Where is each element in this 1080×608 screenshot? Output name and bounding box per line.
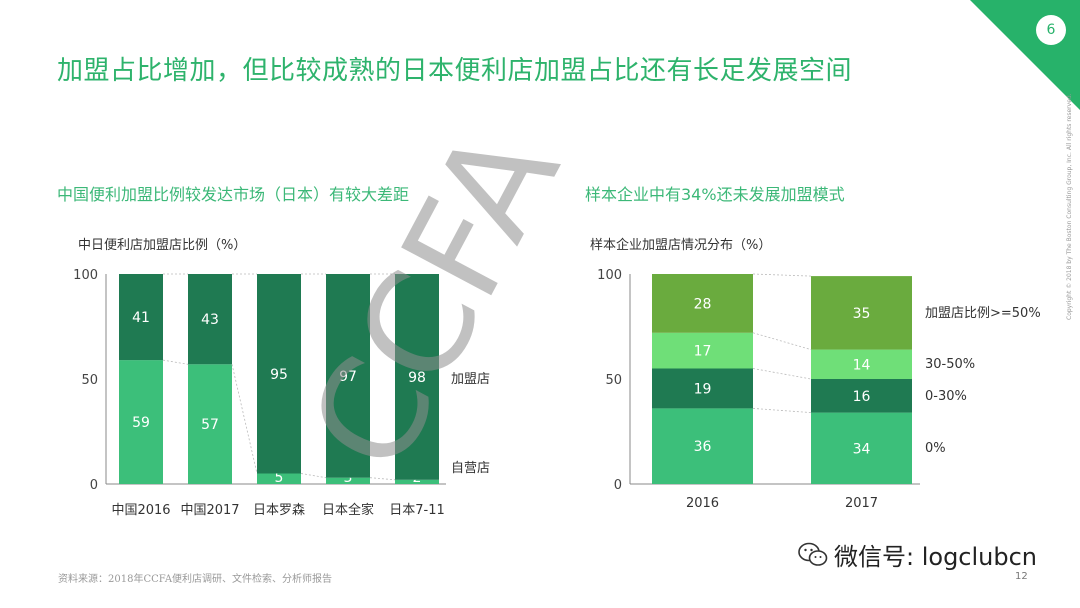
data-label: 36 (694, 439, 712, 455)
data-label: 41 (132, 310, 150, 326)
data-label: 43 (201, 312, 219, 328)
bar-segment (188, 364, 232, 484)
bar-segment (652, 332, 753, 369)
series-label: 30-50% (925, 357, 975, 372)
bar-segment (811, 412, 912, 484)
x-tick-label: 2016 (686, 496, 719, 511)
bar-segment (119, 360, 163, 484)
y-tick-label: 50 (605, 373, 622, 388)
x-tick-label: 中国2017 (180, 503, 239, 518)
bar-segment (326, 274, 370, 478)
left-subtitle: 中国便利加盟比例较发达市场（日本）有较大差距 (57, 185, 410, 204)
x-tick-label: 日本7-11 (389, 503, 445, 518)
data-label: 95 (270, 367, 288, 383)
connector-line (752, 368, 812, 380)
x-tick-label: 日本全家 (322, 502, 374, 518)
bar-segment (119, 274, 163, 361)
x-tick-label: 日本罗森 (253, 503, 305, 518)
connector-line (231, 364, 258, 474)
data-label: 98 (408, 370, 426, 386)
data-label: 34 (853, 441, 871, 457)
bar-segment (811, 349, 912, 379)
source-note: 资料来源：2018年CCFA便利店调研、文件检索、分析师报告 (58, 574, 333, 585)
page-badge: 6 (1036, 15, 1066, 45)
bar-segment (811, 276, 912, 350)
bar-segment (188, 274, 232, 365)
data-label: 28 (694, 296, 712, 312)
data-label: 97 (339, 369, 357, 385)
series-label: 加盟店比例>=50% (925, 306, 1041, 321)
data-label: 17 (694, 344, 712, 360)
y-tick-label: 50 (81, 373, 98, 388)
page-number: 12 (1015, 571, 1028, 582)
bar-segment (652, 408, 753, 484)
bar-segment (257, 473, 301, 484)
connector-line (752, 332, 812, 350)
x-tick-label: 2017 (845, 496, 878, 511)
data-label: 3 (344, 470, 353, 486)
connector-line (300, 473, 327, 479)
connector-line (752, 273, 812, 277)
series-label: 0% (925, 441, 946, 456)
wechat-icon (798, 542, 828, 574)
bar-segment (257, 274, 301, 474)
copyright-note: Copyright © 2018 by The Boston Consultin… (1066, 93, 1073, 320)
connector-line (752, 408, 812, 413)
bar-segment (395, 274, 439, 480)
data-label: 14 (853, 357, 871, 373)
data-label: 57 (201, 417, 219, 433)
y-tick-label: 100 (597, 268, 622, 283)
data-label: 16 (853, 389, 871, 405)
right-chart-title: 样本企业加盟店情况分布（%） (590, 238, 772, 253)
wechat-watermark: 微信号: logclubcn (798, 537, 1037, 574)
bar-segment (811, 379, 912, 413)
data-label: 35 (853, 306, 871, 322)
y-tick-label: 0 (90, 478, 98, 493)
left-stacked-bar-chart: 0 50 100 59 41 中国2016 57 43 中国2017 5 95 日本罗森 3 97 日本全家… (73, 268, 490, 518)
data-label: 5 (275, 470, 284, 486)
bar-segment (326, 477, 370, 484)
right-stacked-bar-chart: 0 50 100 36 19 17 28 2016 34 16 14 35 2017 加盟店比例>=50%… (597, 268, 1041, 511)
series-label: 自营店 (451, 461, 490, 476)
series-label: 加盟店 (451, 372, 490, 387)
bar-segment (652, 368, 753, 409)
left-chart-title: 中日便利店加盟店比例（%） (78, 238, 247, 253)
corner-accent (970, 0, 1080, 110)
x-tick-label: 中国2016 (111, 503, 170, 518)
bar-segment (395, 479, 439, 484)
data-label: 19 (694, 381, 712, 397)
data-label: 59 (132, 415, 150, 431)
wechat-id: 微信号: logclubcn (834, 543, 1038, 571)
series-label: 0-30% (925, 389, 967, 404)
connector-line (162, 359, 189, 365)
y-tick-label: 0 (614, 478, 622, 493)
connector-line (369, 477, 396, 481)
bar-segment (652, 274, 753, 333)
page-title: 加盟占比增加，但比较成熟的日本便利店加盟占比还有长足发展空间 (57, 56, 853, 86)
y-tick-label: 100 (73, 268, 98, 283)
right-subtitle: 样本企业中有34%还未发展加盟模式 (585, 185, 845, 204)
